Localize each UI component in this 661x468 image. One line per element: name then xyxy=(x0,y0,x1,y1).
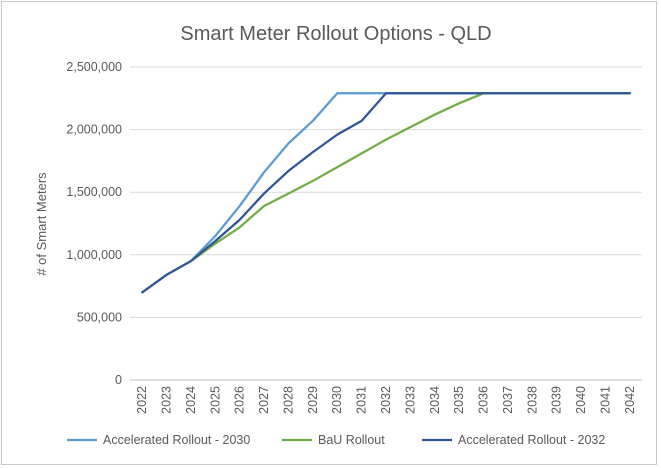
x-tick-label: 2026 xyxy=(233,386,247,414)
y-tick-label: 0 xyxy=(115,373,122,387)
series-line-2 xyxy=(141,92,631,294)
x-tick-label: 2041 xyxy=(598,386,612,414)
x-tick-label: 2027 xyxy=(257,386,271,414)
y-tick-label: 2,500,000 xyxy=(66,60,122,74)
y-tick-label: 1,000,000 xyxy=(66,248,122,262)
x-tick-label: 2039 xyxy=(550,386,564,414)
series-lines xyxy=(141,92,631,294)
x-tick-label: 2024 xyxy=(184,386,198,414)
y-tick-label: 500,000 xyxy=(77,310,122,324)
x-tick-label: 2036 xyxy=(477,386,491,414)
x-tick-label: 2033 xyxy=(403,386,417,414)
y-tick-label: 1,500,000 xyxy=(66,185,122,199)
legend: Accelerated Rollout - 2030 BaU Rollout Acc… xyxy=(67,433,605,447)
gridlines xyxy=(130,66,642,381)
x-tick-label: 2032 xyxy=(379,386,393,414)
x-tick-label: 2031 xyxy=(355,386,369,414)
x-tick-label: 2037 xyxy=(501,386,515,414)
x-tick-label: 2035 xyxy=(452,386,466,414)
x-tick-label: 2040 xyxy=(574,386,588,414)
x-tick-label: 2034 xyxy=(428,386,442,414)
legend-label: Accelerated Rollout - 2030 xyxy=(103,433,250,447)
chart-title: Smart Meter Rollout Options - QLD xyxy=(180,23,491,45)
x-tick-label: 2022 xyxy=(135,386,149,414)
x-tick-label: 2042 xyxy=(623,386,637,414)
x-tick-label: 2028 xyxy=(281,386,295,414)
x-tick-label: 2025 xyxy=(208,386,222,414)
x-tick-label: 2029 xyxy=(306,386,320,414)
y-tick-label: 2,000,000 xyxy=(66,123,122,137)
series-line-3 xyxy=(141,92,631,294)
legend-label: Accelerated Rollout - 2032 xyxy=(458,433,605,447)
legend-label: BaU Rollout xyxy=(318,433,385,447)
series-line-1 xyxy=(141,92,631,294)
x-tick-label: 2038 xyxy=(525,386,539,414)
y-axis-title: # of Smart Meters xyxy=(34,172,49,276)
x-tick-label: 2023 xyxy=(160,386,174,414)
y-axis-ticks: 0 500,000 1,000,000 1,500,000 2,000,000 2,500… xyxy=(66,60,122,387)
x-axis-ticks: 2022 2023 2024 2025 2026 2027 2028 2029 2030 2031… xyxy=(135,386,637,414)
x-tick-label: 2030 xyxy=(330,386,344,414)
